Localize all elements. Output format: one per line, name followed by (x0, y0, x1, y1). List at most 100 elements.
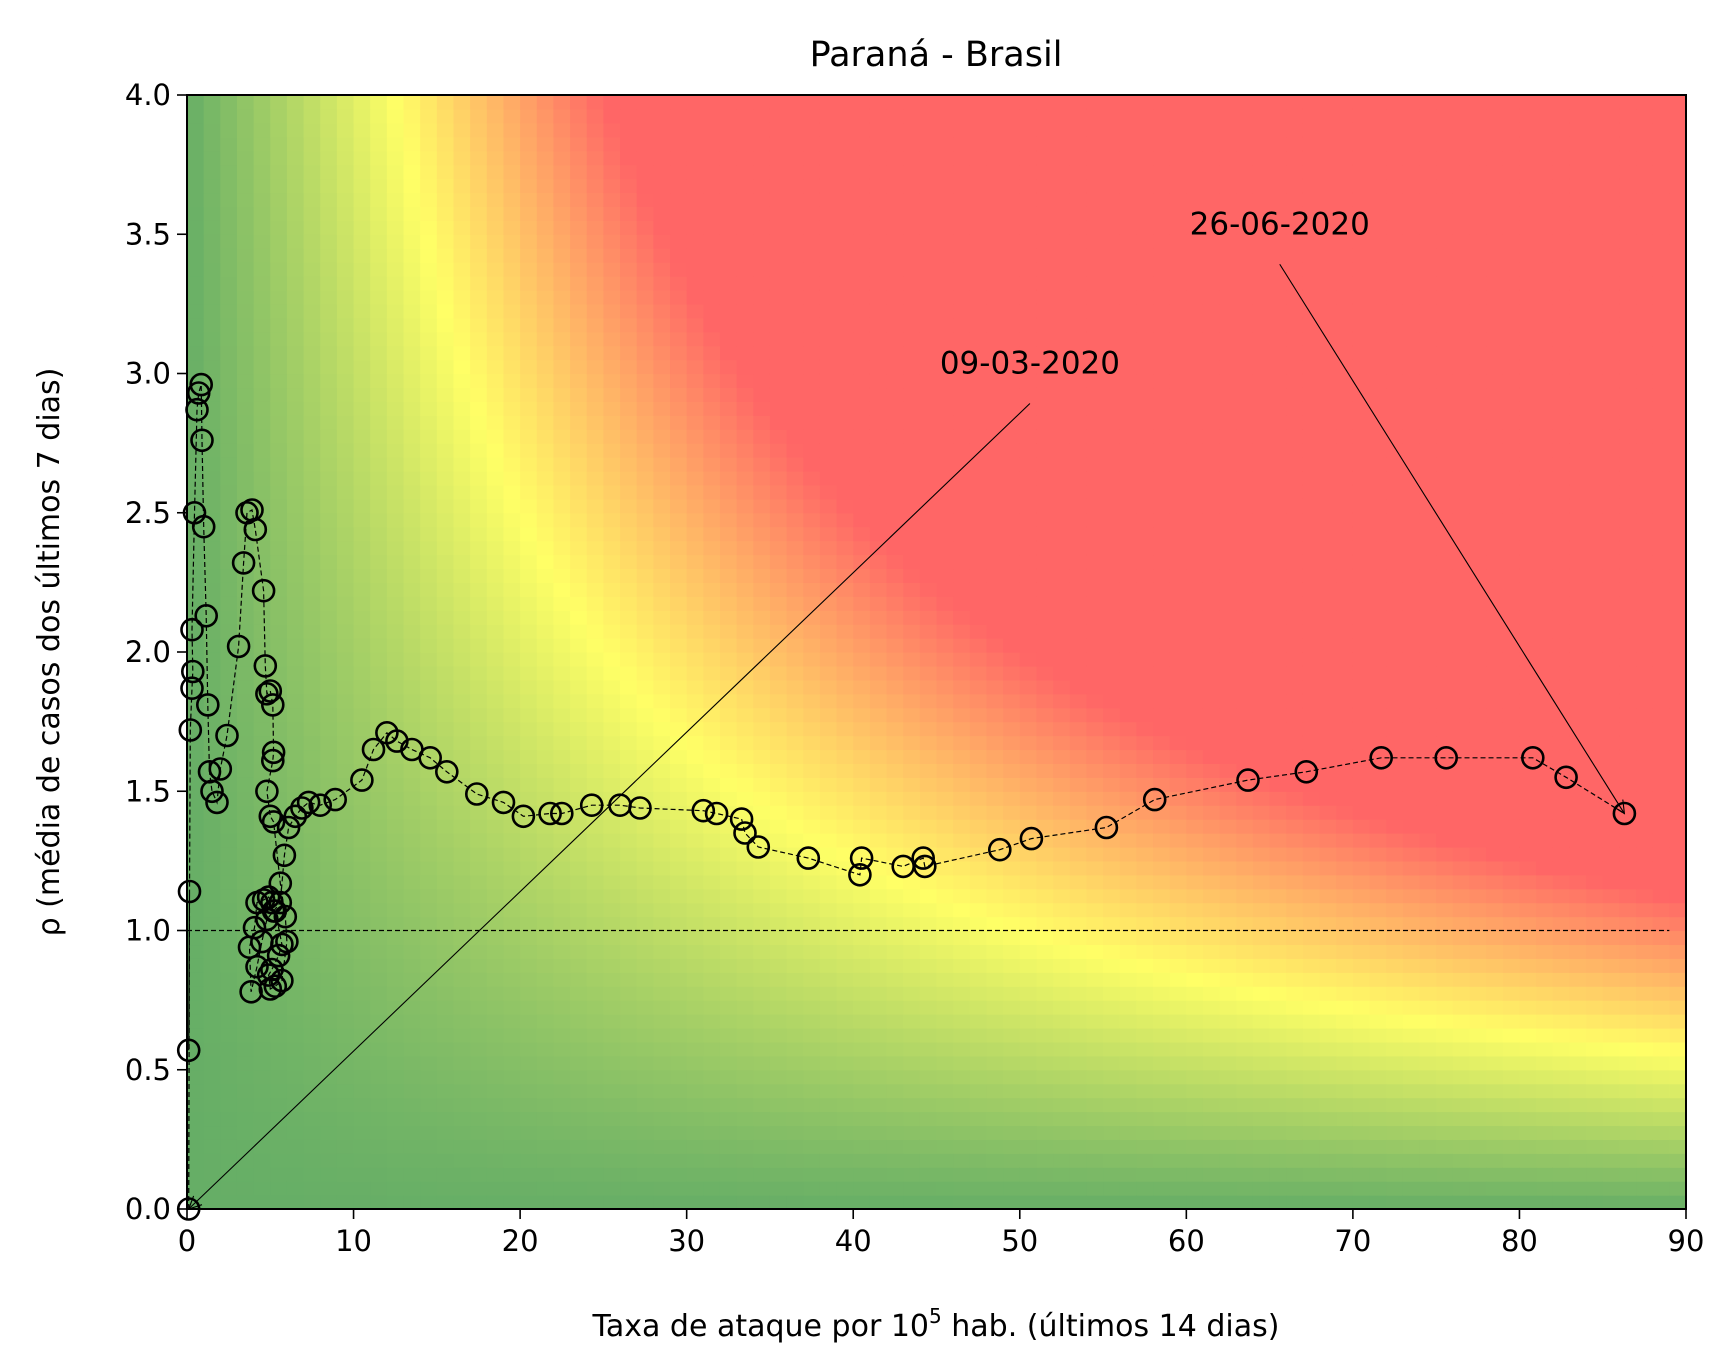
heatmap-cell (1153, 443, 1171, 458)
heatmap-cell (1086, 1125, 1104, 1140)
heatmap-cell (1019, 540, 1038, 556)
heatmap-cell (836, 108, 854, 124)
heatmap-cell (470, 443, 488, 458)
heatmap-cell (553, 958, 571, 973)
heatmap-cell (1153, 429, 1171, 444)
heatmap-cell (703, 122, 721, 138)
heatmap-cell (536, 484, 555, 500)
heatmap-cell (620, 1055, 638, 1071)
heatmap-cell (869, 276, 888, 291)
heatmap-cell (187, 303, 205, 319)
heatmap-cell (719, 192, 738, 207)
heatmap-cell (903, 1195, 921, 1209)
heatmap-cell (203, 1111, 221, 1127)
heatmap-cell (270, 1125, 288, 1140)
heatmap-cell (220, 1139, 238, 1154)
heatmap-cell (536, 178, 555, 194)
heatmap-cell (936, 833, 954, 848)
heatmap-cell (570, 192, 588, 207)
heatmap-cell (503, 916, 521, 932)
heatmap-cell (1019, 1041, 1038, 1057)
heatmap-cell (1103, 1111, 1121, 1127)
heatmap-cell (603, 122, 621, 138)
heatmap-cell (1153, 1097, 1171, 1113)
heatmap-cell (320, 1153, 338, 1168)
heatmap-cell (453, 693, 471, 709)
heatmap-cell (703, 401, 721, 416)
heatmap-cell (719, 846, 738, 862)
heatmap-cell (1136, 220, 1154, 235)
heatmap-cell (1103, 387, 1121, 402)
heatmap-cell (520, 234, 538, 249)
heatmap-cell (503, 735, 521, 751)
heatmap-cell (670, 345, 688, 361)
heatmap-cell (486, 986, 505, 1001)
heatmap-cell (553, 1041, 571, 1057)
heatmap-cell (503, 136, 521, 152)
heatmap-cell (253, 610, 271, 625)
heatmap-cell (536, 248, 555, 263)
heatmap-cell (819, 902, 838, 918)
heatmap-cell (570, 833, 588, 848)
heatmap-cell (570, 164, 588, 180)
heatmap-cell (1169, 652, 1187, 667)
heatmap-cell (386, 317, 405, 333)
heatmap-cell (536, 192, 555, 207)
heatmap-cell (1153, 122, 1171, 138)
heatmap-cell (853, 944, 871, 959)
heatmap-cell (703, 860, 721, 876)
heatmap-cell (486, 443, 505, 458)
heatmap-cell (470, 457, 488, 472)
heatmap-cell (1053, 1055, 1071, 1071)
heatmap-cell (653, 95, 671, 110)
heatmap-cell (1003, 568, 1021, 583)
heatmap-cell (703, 150, 721, 166)
heatmap-cell (603, 958, 621, 973)
heatmap-cell (836, 401, 854, 416)
heatmap-cell (553, 749, 571, 764)
heatmap-cell (370, 1125, 388, 1140)
heatmap-cell (470, 679, 488, 695)
heatmap-cell (303, 1097, 321, 1113)
heatmap-cell (1169, 1111, 1187, 1127)
heatmap-cell (203, 1097, 221, 1113)
heatmap-cell (1119, 164, 1137, 180)
heatmap-cell (536, 1000, 555, 1015)
heatmap-cell (653, 1041, 671, 1057)
heatmap-cell (320, 1097, 338, 1113)
heatmap-cell (853, 206, 871, 221)
heatmap-cell (553, 1014, 571, 1029)
heatmap-cell (903, 582, 921, 597)
heatmap-cell (1053, 777, 1071, 792)
heatmap-cell (520, 276, 538, 291)
heatmap-cell (803, 136, 821, 152)
heatmap-cell (836, 833, 854, 848)
heatmap-cell (220, 860, 238, 876)
heatmap-cell (1119, 805, 1137, 820)
heatmap-cell (653, 874, 671, 890)
heatmap-cell (786, 276, 804, 291)
heatmap-cell (536, 457, 555, 472)
heatmap-cell (1136, 958, 1154, 973)
heatmap-cell (919, 317, 938, 333)
heatmap-cell (553, 289, 571, 305)
heatmap-cell (803, 1139, 821, 1154)
heatmap-cell (603, 819, 621, 834)
heatmap-cell (1053, 108, 1071, 124)
heatmap-cell (1036, 415, 1054, 430)
heatmap-cell (353, 735, 371, 751)
heatmap-cell (869, 373, 888, 389)
heatmap-cell (586, 331, 604, 347)
heatmap-cell (969, 902, 988, 918)
heatmap-cell (836, 289, 854, 305)
heatmap-cell (586, 359, 604, 375)
heatmap-cell (1186, 1167, 1204, 1182)
heatmap-cell (187, 833, 205, 848)
heatmap-cell (270, 1041, 288, 1057)
heatmap-cell (1069, 1153, 1087, 1168)
heatmap-cell (603, 1055, 621, 1071)
heatmap-cell (1036, 707, 1054, 723)
heatmap-cell (803, 387, 821, 402)
heatmap-cell (1003, 136, 1021, 152)
heatmap-cell (436, 833, 455, 848)
